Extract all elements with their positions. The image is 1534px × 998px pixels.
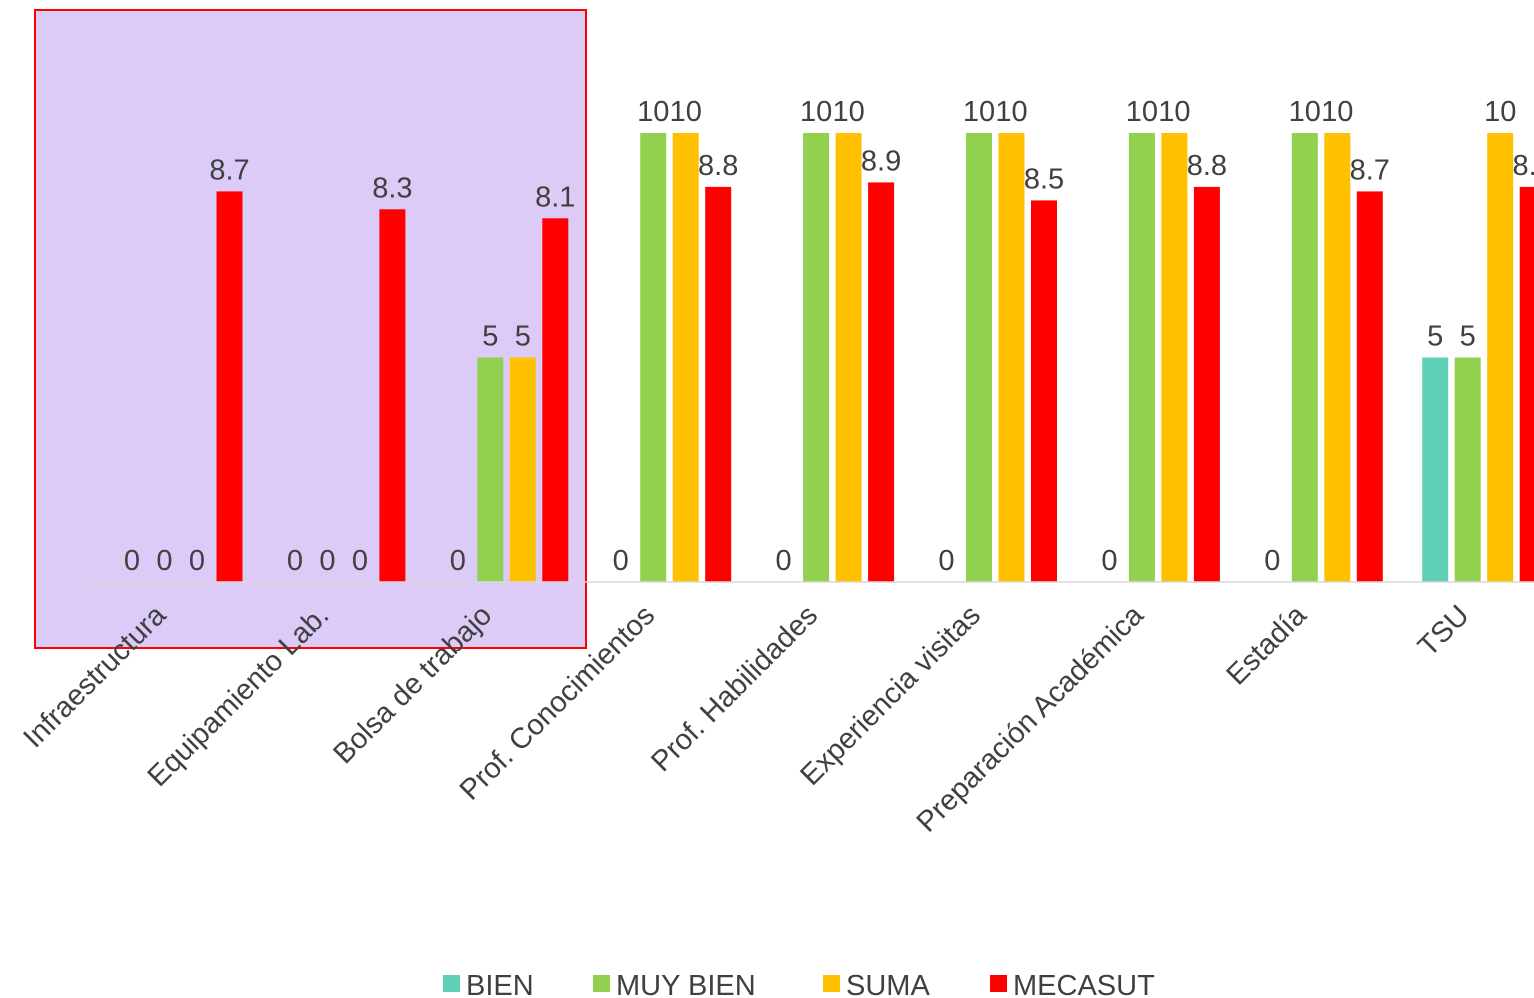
legend-label-muy-bien: MUY BIEN: [616, 970, 756, 998]
data-label-mecasut-infraestructura: 8.7: [209, 154, 249, 186]
data-label-suma-bolsa-de-trabajo: 5: [515, 321, 531, 353]
bar-mecasut-equipamiento-lab: [379, 209, 406, 583]
bar-muy-bien-preparacion-academica: [1128, 133, 1155, 582]
data-label-bien-bolsa-de-trabajo: 0: [450, 545, 466, 577]
legend-label-suma: SUMA: [846, 970, 930, 998]
bar-mecasut-preparacion-academica: [1193, 186, 1220, 582]
data-label-suma-experiencia-visitas: 10: [995, 96, 1027, 128]
bar-mecasut-experiencia-visitas: [1031, 200, 1057, 582]
data-label-bien-estadia: 0: [1264, 545, 1280, 577]
data-label-mecasut-prof-habilidades: 8.9: [861, 145, 901, 177]
bar-mecasut-tsu: [1519, 186, 1534, 582]
bar-muy-bien-prof-conocimientos: [640, 133, 667, 582]
bar-mecasut-estadia: [1356, 191, 1383, 582]
data-label-bien-experiencia-visitas: 0: [938, 545, 954, 577]
bar-mecasut-bolsa-de-trabajo: [542, 218, 569, 583]
data-label-mecasut-prof-conocimientos: 8.8: [698, 150, 738, 182]
bar-muy-bien-estadia: [1291, 133, 1318, 582]
highlight-region: [34, 9, 587, 649]
data-label-suma-preparacion-academica: 10: [1158, 96, 1190, 128]
bar-mecasut-prof-conocimientos: [705, 186, 732, 582]
data-label-muy-bien-tsu: 5: [1460, 321, 1476, 353]
bar-suma-preparacion-academica: [1161, 133, 1188, 582]
data-label-muy-bien-prof-habilidades: 10: [800, 96, 832, 128]
data-label-mecasut-tsu: 8.8: [1513, 150, 1534, 182]
data-label-mecasut-preparacion-academica: 8.8: [1187, 150, 1227, 182]
data-label-muy-bien-infraestructura: 0: [156, 545, 172, 577]
bar-muy-bien-experiencia-visitas: [966, 133, 992, 582]
data-label-muy-bien-prof-conocimientos: 10: [637, 96, 669, 128]
legend: BIEN MUY BIEN SUMA MECASUT: [443, 970, 1155, 998]
data-label-suma-prof-habilidades: 10: [832, 96, 864, 128]
data-label-mecasut-estadia: 8.7: [1350, 154, 1390, 186]
data-label-mecasut-experiencia-visitas: 8.5: [1024, 163, 1064, 195]
data-label-suma-estadia: 10: [1321, 96, 1353, 128]
data-label-muy-bien-experiencia-visitas: 10: [963, 96, 995, 128]
data-label-bien-equipamiento-lab: 0: [287, 545, 303, 577]
data-label-bien-infraestructura: 0: [124, 545, 140, 577]
data-label-bien-prof-conocimientos: 0: [613, 545, 629, 577]
bar-suma-tsu: [1487, 133, 1514, 582]
bar-muy-bien-bolsa-de-trabajo: [477, 357, 504, 582]
x-tick-label-experiencia-visitas: Experiencia visitas: [795, 599, 987, 791]
bar-suma-prof-habilidades: [835, 133, 862, 582]
data-label-bien-preparacion-academica: 0: [1101, 545, 1117, 577]
bar-suma-prof-conocimientos: [672, 133, 699, 582]
bar-suma-experiencia-visitas: [998, 133, 1025, 582]
legend-swatch-suma: [823, 975, 840, 992]
legend-swatch-muy-bien: [593, 975, 610, 992]
data-label-bien-prof-habilidades: 0: [776, 545, 792, 577]
data-label-suma-prof-conocimientos: 10: [670, 96, 702, 128]
legend-label-bien: BIEN: [466, 970, 534, 998]
legend-label-mecasut: MECASUT: [1013, 970, 1155, 998]
data-label-muy-bien-bolsa-de-trabajo: 5: [482, 321, 498, 353]
data-label-suma-equipamiento-lab: 0: [352, 545, 368, 577]
bar-mecasut-infraestructura: [216, 191, 243, 582]
x-tick-label-prof-habilidades: Prof. Habilidades: [645, 599, 824, 778]
bars-layer: [216, 133, 1534, 583]
legend-swatch-bien: [443, 975, 460, 992]
x-tick-label-tsu: TSU: [1412, 599, 1476, 663]
bar-suma-bolsa-de-trabajo: [509, 357, 536, 582]
data-label-muy-bien-equipamiento-lab: 0: [319, 545, 335, 577]
bar-muy-bien-prof-habilidades: [803, 133, 830, 582]
bar-muy-bien-tsu: [1454, 357, 1481, 582]
x-tick-label-estadia: Estadía: [1221, 599, 1314, 692]
legend-swatch-mecasut: [990, 975, 1007, 992]
bar-suma-estadia: [1324, 133, 1351, 582]
bar-bien-tsu: [1422, 357, 1449, 582]
bar-mecasut-prof-habilidades: [868, 182, 895, 582]
data-label-mecasut-bolsa-de-trabajo: 8.1: [535, 181, 575, 213]
data-label-mecasut-equipamiento-lab: 8.3: [372, 172, 412, 204]
data-label-muy-bien-preparacion-academica: 10: [1126, 96, 1158, 128]
data-label-suma-infraestructura: 0: [189, 545, 205, 577]
data-label-muy-bien-estadia: 10: [1289, 96, 1321, 128]
data-label-suma-tsu: 10: [1484, 96, 1516, 128]
data-label-bien-tsu: 5: [1427, 321, 1443, 353]
